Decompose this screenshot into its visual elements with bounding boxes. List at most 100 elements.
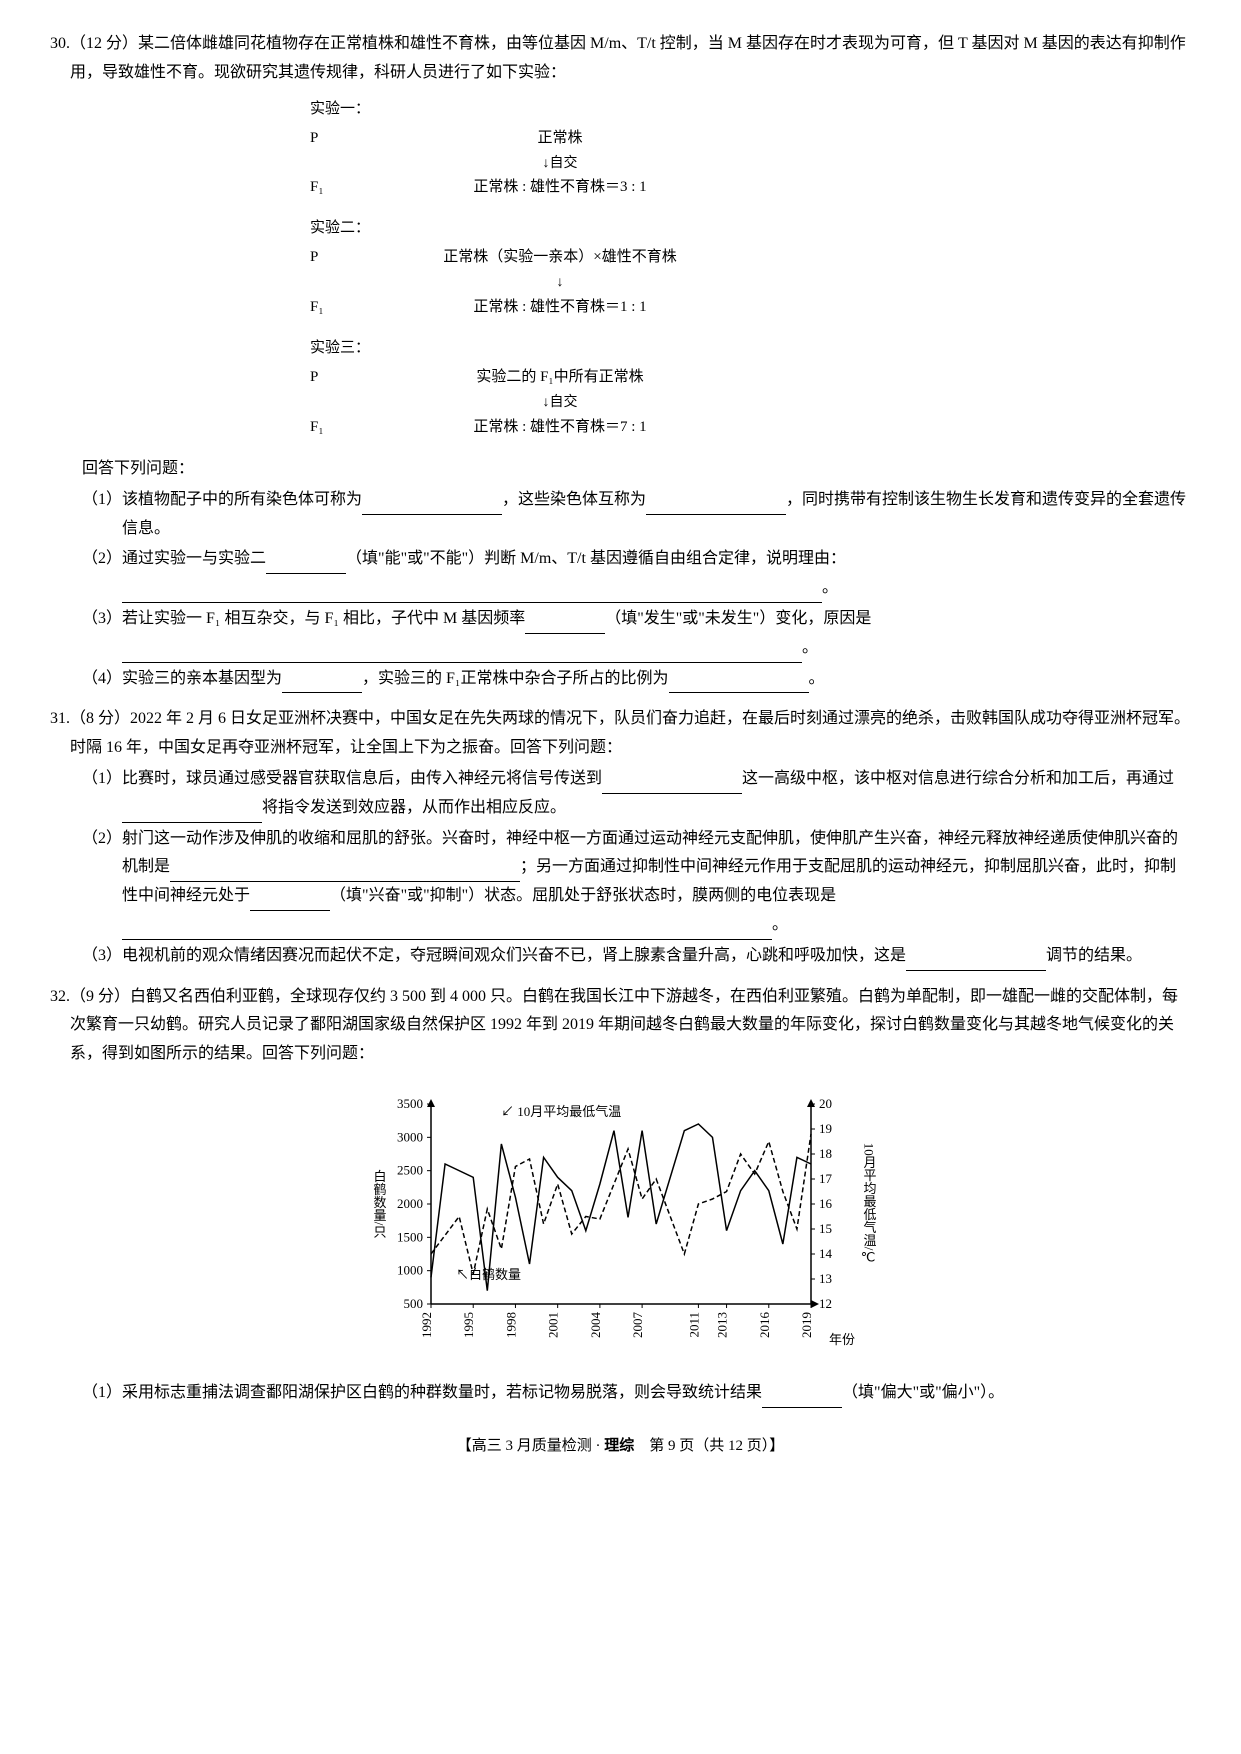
svg-text:3000: 3000	[397, 1129, 423, 1144]
q30-sub3-t1: 若让实验一 F₁ 相互杂交，与 F₁ 相比，子代中 M 基因频率	[122, 610, 525, 627]
svg-text:白鹤数量/只: 白鹤数量/只	[371, 1169, 386, 1239]
q32-intro: （9 分）白鹤又名西伯利亚鹤，全球现存仅约 3 500 到 4 000 只。白鹤…	[70, 983, 1191, 1069]
blank	[122, 803, 262, 822]
blank	[122, 584, 822, 603]
svg-text:16: 16	[819, 1196, 833, 1211]
svg-text:1000: 1000	[397, 1263, 423, 1278]
svg-text:10月平均最低气温/℃: 10月平均最低气温/℃	[860, 1143, 876, 1266]
svg-text:14: 14	[819, 1246, 833, 1261]
blank	[362, 495, 502, 514]
q30-intro: （12 分）某二倍体雌雄同花植物存在正常植株和雄性不育株，由等位基因 M/m、T…	[70, 30, 1191, 88]
blank	[762, 1389, 842, 1408]
crane-chart: 5001000150020002500300035001213141516171…	[361, 1084, 881, 1364]
exp3-f1-label: F₁	[310, 414, 360, 441]
svg-text:20: 20	[819, 1096, 832, 1111]
q30-sub1-t1: 该植物配子中的所有染色体可称为	[122, 491, 362, 508]
chart-svg: 5001000150020002500300035001213141516171…	[361, 1084, 881, 1364]
exp1-arrow: ↓自交	[543, 156, 578, 171]
experiments-block: 实验一： P 正常株 ↓自交 F₁ 正常株 : 雄性不育株＝3 : 1 实验二：…	[310, 96, 1191, 441]
blank	[906, 951, 1046, 970]
q30-sub4: （4） 实验三的亲本基因型为，实验三的 F₁正常株中杂合子所占的比例为。	[50, 665, 1191, 694]
svg-text:500: 500	[403, 1296, 423, 1311]
svg-text:1995: 1995	[461, 1312, 476, 1338]
svg-text:年份: 年份	[829, 1332, 855, 1347]
blank	[266, 555, 346, 574]
q32-number: 32.	[50, 983, 70, 1069]
experiment-2: 实验二： P 正常株（实验一亲本）×雄性不育株 ↓ F₁ 正常株 : 雄性不育株…	[310, 215, 1191, 321]
q31-sub3: （3） 电视机前的观众情绪因赛况而起伏不定，夺冠瞬间观众们兴奋不已，肾上腺素含量…	[50, 942, 1191, 971]
q31-sub3-t1: 电视机前的观众情绪因赛况而起伏不定，夺冠瞬间观众们兴奋不已，肾上腺素含量升高，心…	[122, 947, 906, 964]
q32-intro-text: 白鹤又名西伯利亚鹤，全球现存仅约 3 500 到 4 000 只。白鹤在我国长江…	[70, 988, 1178, 1063]
q30-intro-text: 某二倍体雌雄同花植物存在正常植株和雄性不育株，由等位基因 M/m、T/t 控制，…	[70, 35, 1186, 81]
q30-sub4-t1: 实验三的亲本基因型为	[122, 670, 282, 687]
blank	[122, 643, 802, 662]
exp2-arrow: ↓	[557, 275, 564, 290]
svg-text:3500: 3500	[397, 1096, 423, 1111]
exp3-f1-text: 正常株 : 雄性不育株＝7 : 1	[360, 414, 760, 441]
experiment-1: 实验一： P 正常株 ↓自交 F₁ 正常株 : 雄性不育株＝3 : 1	[310, 96, 1191, 202]
svg-text:13: 13	[819, 1271, 832, 1286]
footer-bold: 理综	[604, 1438, 634, 1454]
q30-sub2-t3: 。	[822, 579, 838, 596]
svg-text:19: 19	[819, 1121, 832, 1136]
svg-text:15: 15	[819, 1221, 832, 1236]
blank	[602, 775, 742, 794]
blank	[250, 892, 330, 911]
svg-text:1992: 1992	[419, 1312, 434, 1338]
question-31: 31. （8 分）2022 年 2 月 6 日女足亚洲杯决赛中，中国女足在先失两…	[50, 705, 1191, 970]
exp3-p-text: 实验二的 F₁中所有正常株	[360, 364, 760, 391]
q31-sub3-label: （3）	[82, 942, 122, 971]
q30-sub2-t1: 通过实验一与实验二	[122, 550, 266, 567]
svg-text:12: 12	[819, 1296, 832, 1311]
q30-sub3-t3: 。	[802, 639, 818, 656]
exp1-title: 实验一：	[310, 96, 1191, 123]
blank	[525, 615, 605, 634]
page-footer: 【高三 3 月质量检测 · 理综 第 9 页（共 12 页）】	[50, 1433, 1191, 1460]
q32-sub1-t2: （填"偏大"或"偏小"）。	[842, 1384, 1004, 1401]
q30-sub2: （2） 通过实验一与实验二 （填"能"或"不能"）判断 M/m、T/t 基因遵循自…	[50, 545, 1191, 603]
q30-sub3-t2: （填"发生"或"未发生"）变化，原因是	[605, 610, 871, 627]
q31-sub2-label: （2）	[82, 825, 122, 940]
svg-text:2001: 2001	[545, 1312, 560, 1338]
exp1-f1-label: F₁	[310, 174, 360, 201]
exp2-p-text: 正常株（实验一亲本）×雄性不育株	[360, 244, 760, 271]
exp1-p-text: 正常株	[360, 125, 760, 152]
q30-sub4-t3: 。	[809, 670, 825, 687]
blank	[646, 495, 786, 514]
svg-text:2007: 2007	[630, 1311, 645, 1338]
q32-points: （9 分）	[70, 988, 130, 1005]
svg-text:2500: 2500	[397, 1163, 423, 1178]
exp3-arrow: ↓自交	[543, 395, 578, 410]
q30-points: （12 分）	[70, 35, 138, 52]
blank	[170, 863, 520, 882]
svg-text:2016: 2016	[756, 1311, 771, 1338]
exp3-title: 实验三：	[310, 335, 1191, 362]
q30-sub1-label: （1）	[82, 486, 122, 544]
svg-text:1500: 1500	[397, 1229, 423, 1244]
svg-text:2013: 2013	[714, 1312, 729, 1338]
svg-text:2000: 2000	[397, 1196, 423, 1211]
q32-sub1-t1: 采用标志重捕法调查鄱阳湖保护区白鹤的种群数量时，若标记物易脱落，则会导致统计结果	[122, 1384, 762, 1401]
blank	[669, 674, 809, 693]
q31-sub1: （1） 比赛时，球员通过感受器官获取信息后，由传入神经元将信号传送到这一高级中枢…	[50, 765, 1191, 823]
q30-header: 30. （12 分）某二倍体雌雄同花植物存在正常植株和雄性不育株，由等位基因 M…	[50, 30, 1191, 88]
q30-sub4-t2: ，实验三的 F₁正常株中杂合子所占的比例为	[362, 670, 668, 687]
footer-t2: 第 9 页（共 12 页）】	[634, 1438, 784, 1454]
exp2-title: 实验二：	[310, 215, 1191, 242]
q30-sub1: （1） 该植物配子中的所有染色体可称为，这些染色体互称为，同时携带有控制该生物生…	[50, 486, 1191, 544]
q30-number: 30.	[50, 30, 70, 88]
q31-sub2-t4: 。	[772, 916, 788, 933]
exp1-f1-text: 正常株 : 雄性不育株＝3 : 1	[360, 174, 760, 201]
q31-sub1-t2: 这一高级中枢，该中枢对信息进行综合分析和加工后，再通过	[742, 770, 1174, 787]
q30-sub2-label: （2）	[82, 545, 122, 603]
svg-text:2004: 2004	[587, 1311, 602, 1338]
q31-sub1-t3: 将指令发送到效应器，从而作出相应反应。	[262, 799, 566, 816]
q31-number: 31.	[50, 705, 70, 763]
q30-sub3: （3） 若让实验一 F₁ 相互杂交，与 F₁ 相比，子代中 M 基因频率（填"发…	[50, 605, 1191, 663]
q30-sub2-t2: （填"能"或"不能"）判断 M/m、T/t 基因遵循自由组合定律，说明理由：	[346, 550, 846, 567]
exp2-f1-label: F₁	[310, 294, 360, 321]
q31-sub2: （2） 射门这一动作涉及伸肌的收缩和屈肌的舒张。兴奋时，神经中枢一方面通过运动神…	[50, 825, 1191, 940]
q31-intro: （8 分）2022 年 2 月 6 日女足亚洲杯决赛中，中国女足在先失两球的情况…	[70, 705, 1191, 763]
q30-prompt: 回答下列问题：	[50, 455, 1191, 484]
q32-sub1: （1） 采用标志重捕法调查鄱阳湖保护区白鹤的种群数量时，若标记物易脱落，则会导致…	[50, 1379, 1191, 1408]
